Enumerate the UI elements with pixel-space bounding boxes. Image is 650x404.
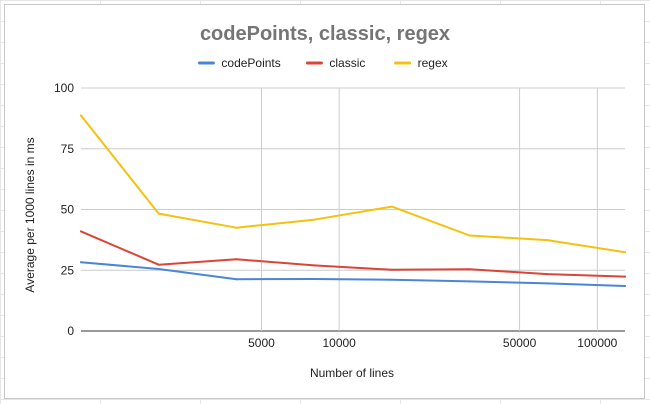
x-tick-label: 100000 [577,336,617,350]
y-tick-label: 100 [54,81,74,95]
x-tick-label: 50000 [503,336,537,350]
series-line-codePoints [80,261,626,287]
legend: codePoints classic regex [197,56,448,70]
data-point [157,268,160,271]
data-point [546,282,549,285]
data-point [468,268,471,271]
series-codePoints [80,261,626,288]
y-tick-label: 75 [61,142,75,156]
legend-item-classic: classic [305,56,365,70]
y-tick-label: 0 [67,324,74,338]
data-point [624,251,626,254]
data-point [390,278,393,281]
y-axis-ticks: 0 25 50 75 100 [54,81,74,338]
data-point [235,226,238,229]
data-point [313,218,316,221]
series-line-regex [80,114,626,254]
data-point [235,278,238,281]
data-point [390,268,393,271]
data-point [80,114,82,117]
y-tick-label: 50 [61,203,75,217]
data-point [235,258,238,261]
legend-label: regex [418,56,448,70]
legend-item-regex: regex [394,56,448,70]
x-tick-label: 10000 [322,336,356,350]
data-point [313,277,316,280]
legend-label: codePoints [221,56,280,70]
chart-frame[interactable] [4,4,645,399]
series-regex [80,114,626,254]
y-axis-label: Average per 1000 lines in ms [23,137,37,292]
gridlines [81,87,625,332]
x-axis-ticks: 5000 10000 50000 100000 [248,336,618,350]
data-point [80,261,82,264]
data-point [468,280,471,283]
legend-label: classic [329,56,365,70]
data-point [624,275,626,278]
x-tick-label: 5000 [248,336,275,350]
data-point [546,273,549,276]
y-tick-label: 25 [61,263,75,277]
legend-item-codePoints: codePoints [197,56,281,70]
data-point [390,205,393,208]
data-point [313,264,316,267]
data-point [80,230,82,233]
data-point [157,263,160,266]
data-point [624,285,626,288]
series-lines [80,114,626,288]
chart-title: codePoints, classic, regex [200,23,450,45]
x-axis-label: Number of lines [310,366,394,380]
data-point [546,239,549,242]
data-point [157,212,160,215]
series-classic [80,230,626,278]
data-point [468,234,471,237]
series-line-classic [80,230,626,278]
